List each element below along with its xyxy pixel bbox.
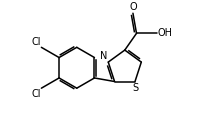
Text: Cl: Cl: [31, 37, 41, 47]
Text: Cl: Cl: [31, 89, 41, 99]
Text: S: S: [132, 83, 138, 93]
Text: O: O: [129, 2, 137, 12]
Text: OH: OH: [157, 28, 172, 38]
Text: N: N: [100, 51, 107, 62]
